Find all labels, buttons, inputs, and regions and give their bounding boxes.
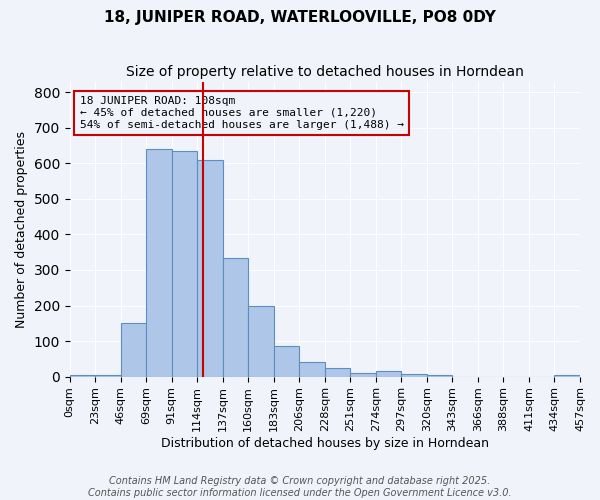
Bar xyxy=(299,362,325,376)
X-axis label: Distribution of detached houses by size in Horndean: Distribution of detached houses by size … xyxy=(161,437,489,450)
Bar xyxy=(146,149,172,376)
Text: Contains HM Land Registry data © Crown copyright and database right 2025.
Contai: Contains HM Land Registry data © Crown c… xyxy=(88,476,512,498)
Bar xyxy=(70,375,95,376)
Bar xyxy=(427,375,452,376)
Bar xyxy=(554,375,580,376)
Bar xyxy=(197,160,223,376)
Bar xyxy=(376,372,401,376)
Text: 18, JUNIPER ROAD, WATERLOOVILLE, PO8 0DY: 18, JUNIPER ROAD, WATERLOOVILLE, PO8 0DY xyxy=(104,10,496,25)
Bar xyxy=(223,258,248,376)
Bar xyxy=(274,346,299,376)
Bar xyxy=(401,374,427,376)
Bar xyxy=(350,373,376,376)
Bar xyxy=(325,368,350,376)
Bar xyxy=(172,151,197,376)
Y-axis label: Number of detached properties: Number of detached properties xyxy=(15,130,28,328)
Bar xyxy=(95,375,121,376)
Text: 18 JUNIPER ROAD: 108sqm
← 45% of detached houses are smaller (1,220)
54% of semi: 18 JUNIPER ROAD: 108sqm ← 45% of detache… xyxy=(80,96,404,130)
Bar xyxy=(248,306,274,376)
Bar xyxy=(121,324,146,376)
Title: Size of property relative to detached houses in Horndean: Size of property relative to detached ho… xyxy=(126,65,524,79)
